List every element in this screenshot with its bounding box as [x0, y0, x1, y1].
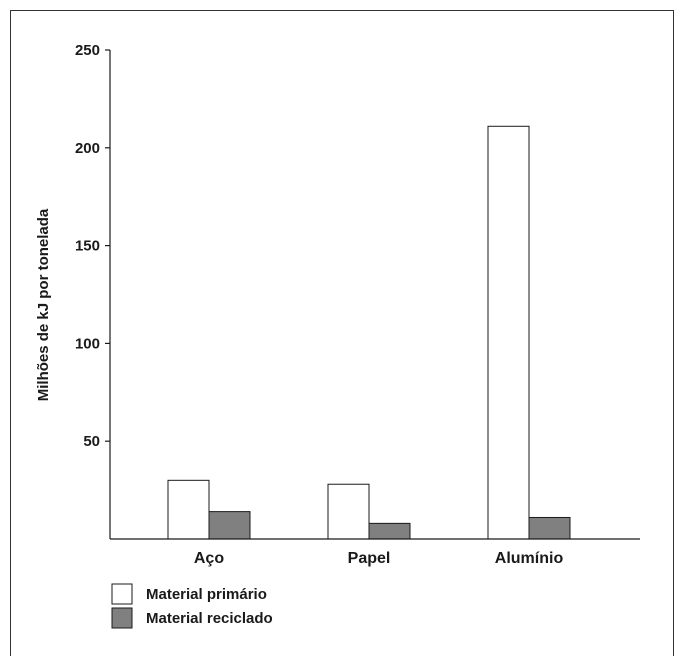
bar-primario-1 [327, 483, 370, 540]
x-tick-label: Aço [194, 550, 224, 567]
x-tick-label: Alumínio [495, 550, 564, 567]
x-labels: Aço Papel Alumínio [194, 550, 564, 567]
y-tick-label: 250 [75, 42, 100, 59]
y-tick-label: 200 [75, 140, 100, 157]
legend: Material primário Material reciclado [111, 583, 273, 629]
legend-swatch [111, 607, 133, 629]
y-tick-label: 100 [75, 335, 100, 352]
y-tick-label: 50 [83, 433, 100, 450]
legend-swatch [111, 583, 133, 605]
legend-label: Material primário [146, 586, 267, 603]
bar-reciclado-0 [208, 511, 251, 540]
x-tick-label: Papel [348, 550, 391, 567]
bar-reciclado-2 [528, 516, 571, 540]
y-ticks: 50 100 150 200 250 [75, 42, 110, 450]
legend-label: Material reciclado [146, 610, 273, 627]
y-axis-title: Milhões de kJ por tonelada [35, 208, 52, 401]
bars [167, 125, 571, 540]
bar-reciclado-1 [368, 522, 411, 540]
bar-primario-0 [167, 479, 210, 540]
bar-primario-2 [487, 125, 530, 540]
chart-frame [10, 10, 674, 656]
y-tick-label: 150 [75, 238, 100, 255]
